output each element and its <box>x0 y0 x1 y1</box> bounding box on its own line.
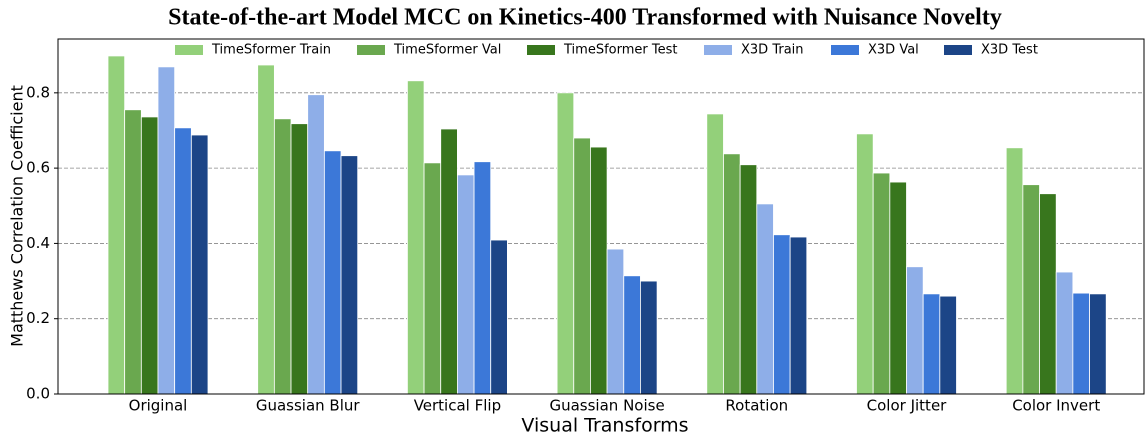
legend-swatch <box>831 45 859 55</box>
bar <box>257 64 275 395</box>
bar <box>423 162 442 395</box>
bar <box>789 236 808 395</box>
x-axis-label: Visual Transforms <box>521 415 688 436</box>
legend-label: TimeSformer Train <box>211 43 331 58</box>
bar <box>157 66 176 395</box>
bar <box>640 280 658 395</box>
y-tick-label: 0.2 <box>26 309 50 327</box>
y-tick-label: 0.6 <box>26 159 50 177</box>
legend-label: X3D Test <box>981 43 1038 58</box>
x-tick-label: Original <box>129 397 188 415</box>
bar <box>590 146 608 395</box>
x-tick-label: Color Invert <box>1012 397 1100 415</box>
bar <box>1039 193 1057 395</box>
legend-label: X3D Train <box>741 43 804 58</box>
bar <box>723 153 741 395</box>
x-tick-label: Guassian Noise <box>549 397 664 415</box>
bar <box>456 174 475 395</box>
bar <box>606 248 625 395</box>
x-tick-label: Rotation <box>725 397 788 415</box>
y-tick-label: 0.0 <box>26 385 50 403</box>
bar <box>756 203 774 395</box>
legend-label: X3D Val <box>868 43 919 58</box>
legend-swatch <box>704 45 732 55</box>
legend-swatch <box>527 45 555 55</box>
plot-frame <box>57 38 1145 395</box>
legend-label: TimeSformer Test <box>563 43 677 58</box>
x-tick-label: Guassian Blur <box>256 397 361 415</box>
bar <box>406 80 425 395</box>
bar <box>922 293 941 395</box>
chart-title: State-of-the-art Model MCC on Kinetics-4… <box>168 5 1002 31</box>
bar <box>107 55 126 395</box>
x-tick-label: Color Jitter <box>867 397 948 415</box>
bar <box>1005 147 1024 395</box>
y-tick-label: 0.4 <box>26 234 50 252</box>
bar <box>872 172 891 395</box>
bar <box>1022 184 1040 395</box>
bar <box>739 164 758 395</box>
bar <box>473 161 492 395</box>
bar <box>174 127 192 395</box>
bar <box>273 118 292 395</box>
bar <box>323 150 342 395</box>
legend-swatch <box>944 45 972 55</box>
bar <box>440 128 458 395</box>
bar <box>623 275 641 395</box>
y-tick-label: 0.8 <box>26 83 50 101</box>
bar <box>939 295 957 395</box>
bar <box>889 181 907 395</box>
bar <box>1089 293 1107 395</box>
bar <box>307 94 325 395</box>
bar <box>556 92 575 395</box>
bar <box>1055 271 1074 395</box>
bar <box>1072 292 1090 395</box>
legend-swatch <box>175 45 203 55</box>
legend-swatch <box>357 45 385 55</box>
bar <box>140 116 159 395</box>
legend-label: TimeSformer Val <box>393 43 501 58</box>
bar <box>290 123 309 395</box>
bar <box>573 137 591 395</box>
bar <box>124 109 142 395</box>
bar <box>706 113 724 395</box>
bar <box>906 266 924 395</box>
bar <box>773 234 791 395</box>
bar <box>190 134 209 395</box>
y-axis-label: Matthews Correlation Coefficient <box>8 85 27 347</box>
x-tick-label: Vertical Flip <box>414 397 501 415</box>
bar <box>340 155 359 395</box>
bar <box>490 239 508 395</box>
bar <box>856 133 874 395</box>
